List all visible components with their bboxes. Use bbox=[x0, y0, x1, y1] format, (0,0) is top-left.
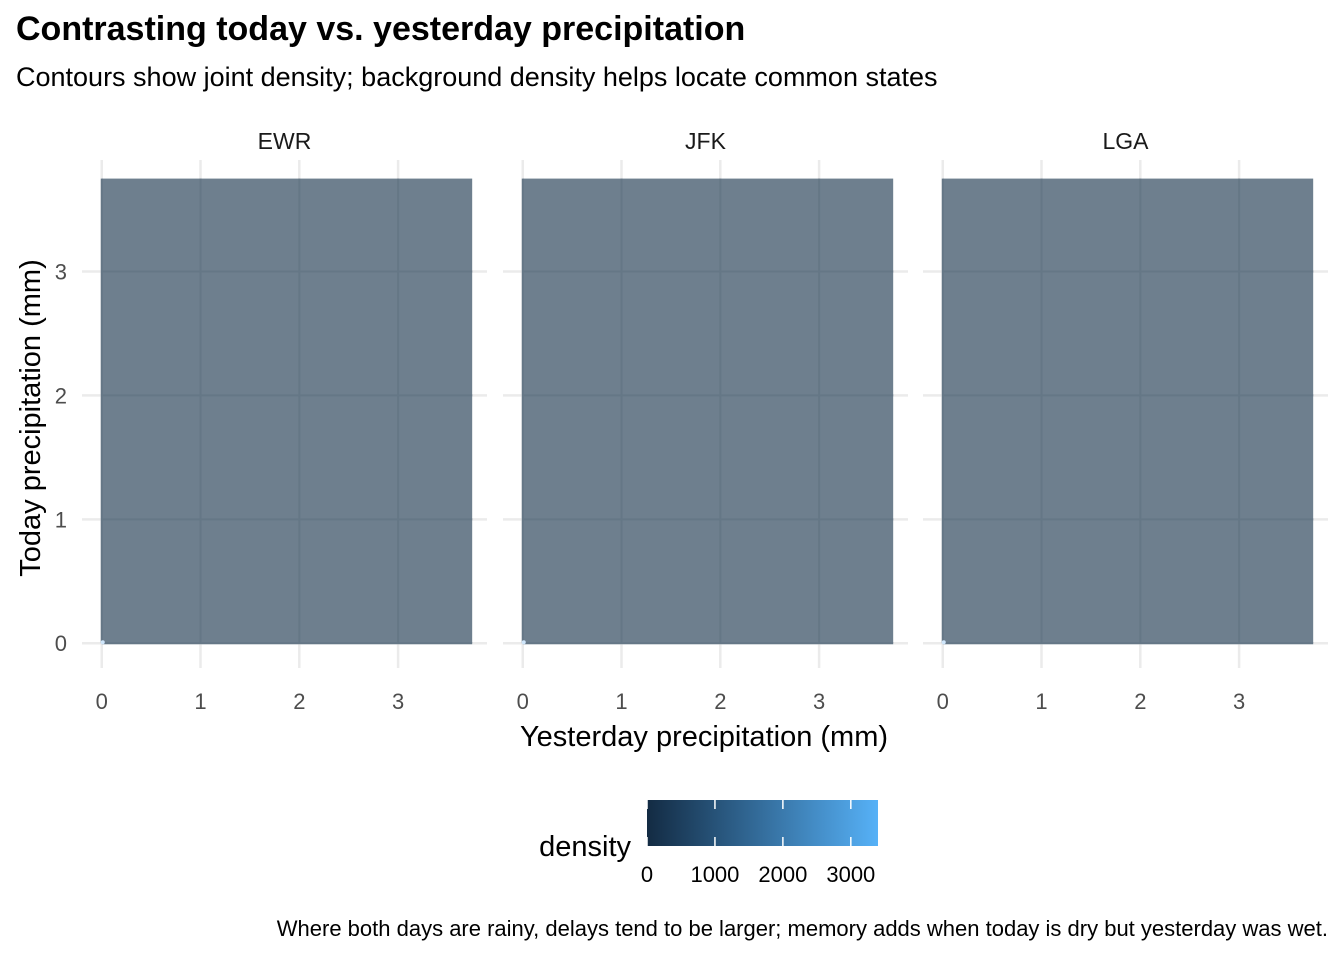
y-tick-label: 3 bbox=[55, 260, 67, 285]
x-tick-label: 2 bbox=[1134, 689, 1146, 714]
x-tick-label: 0 bbox=[937, 689, 949, 714]
facet-panel-ewr: EWR 0 1 2 3 0 1 2 3 bbox=[55, 128, 487, 714]
y-axis-label: Today precipitation (mm) bbox=[15, 259, 47, 577]
x-tick-label: 1 bbox=[194, 689, 206, 714]
x-tick-label: 0 bbox=[517, 689, 529, 714]
facet-strip-label: EWR bbox=[258, 128, 312, 154]
density-legend: density 0 1000 2000 3000 bbox=[539, 800, 878, 887]
x-axis-label: Yesterday precipitation (mm) bbox=[520, 721, 888, 753]
legend-colorbar bbox=[647, 800, 878, 846]
facet-panel-jfk: JFK 0 1 2 3 bbox=[503, 128, 908, 714]
x-tick-label: 2 bbox=[714, 689, 726, 714]
y-tick-label: 1 bbox=[55, 507, 67, 532]
x-tick-label: 1 bbox=[1035, 689, 1047, 714]
x-tick-label: 3 bbox=[1233, 689, 1245, 714]
facet-strip-label: LGA bbox=[1102, 128, 1149, 154]
x-tick-label: 3 bbox=[392, 689, 404, 714]
x-tick-label: 3 bbox=[813, 689, 825, 714]
chart-subtitle: Contours show joint density; background … bbox=[16, 62, 938, 92]
density-background-tile bbox=[101, 178, 473, 644]
density-contour bbox=[100, 640, 105, 645]
facet-panel-lga: LGA 0 1 2 3 bbox=[923, 128, 1328, 714]
x-tick-label: 1 bbox=[615, 689, 627, 714]
y-tick-label: 2 bbox=[55, 383, 67, 408]
legend-break-label: 0 bbox=[641, 862, 653, 887]
legend-break-label: 2000 bbox=[758, 862, 807, 887]
density-contour bbox=[521, 640, 526, 645]
y-tick-label: 0 bbox=[55, 631, 67, 656]
legend-title: density bbox=[539, 831, 631, 863]
density-contour bbox=[941, 640, 946, 645]
legend-break-label: 1000 bbox=[690, 862, 739, 887]
facet-strip-label: JFK bbox=[685, 128, 727, 154]
x-tick-label: 2 bbox=[293, 689, 305, 714]
density-background-tile bbox=[942, 178, 1314, 644]
x-tick-label: 0 bbox=[96, 689, 108, 714]
chart-caption: Where both days are rainy, delays tend t… bbox=[276, 916, 1328, 941]
chart-title: Contrasting today vs. yesterday precipit… bbox=[16, 10, 746, 48]
density-background-tile bbox=[522, 178, 894, 644]
facet-panels: EWR 0 1 2 3 0 1 2 3 JFK 0 1 2 3 LGA 0 1 2 3 bbox=[55, 128, 1328, 714]
legend-break-label: 3000 bbox=[826, 862, 875, 887]
